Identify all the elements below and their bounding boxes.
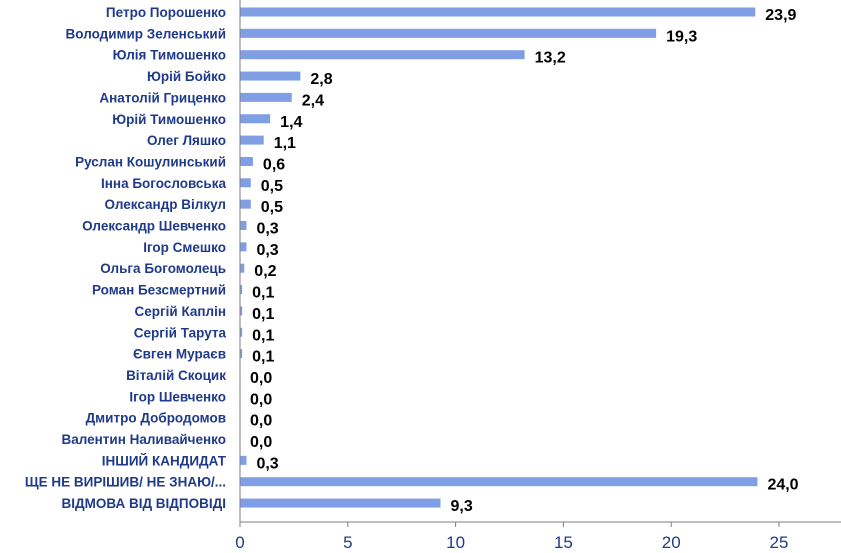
bar	[240, 71, 301, 81]
value-label: 19,3	[666, 28, 697, 45]
value-label: 1,1	[274, 135, 296, 152]
category-label: Сергій Каплін	[135, 304, 226, 319]
value-label: 0,1	[252, 285, 274, 302]
category-label: Євген Мураєв	[133, 347, 226, 362]
bar	[240, 306, 243, 316]
category-label: Олег Ляшко	[147, 133, 226, 148]
category-label: Юрій Бойко	[147, 69, 226, 84]
category-label: Дмитро Добродомов	[86, 411, 226, 426]
category-label: Юрій Тимошенко	[112, 112, 226, 127]
category-label: Олександр Шевченко	[82, 219, 226, 234]
bar	[240, 92, 292, 102]
category-label: Петро Порошенко	[106, 5, 226, 20]
bar	[240, 477, 758, 487]
x-tick-label: 15	[554, 533, 573, 552]
value-label: 2,4	[302, 92, 324, 109]
value-label: 9,3	[451, 498, 473, 515]
x-tick-label: 20	[662, 533, 681, 552]
bar	[240, 285, 243, 295]
value-label: 0,0	[250, 370, 272, 387]
category-label: Сергій Тарута	[134, 325, 227, 340]
value-label: 0,3	[256, 221, 278, 238]
value-label: 0,1	[252, 327, 274, 344]
x-tick-label: 10	[446, 533, 465, 552]
category-label: ЩЕ НЕ ВИРІШИВ/ НЕ ЗНАЮ/...	[25, 475, 226, 490]
value-label: 0,3	[256, 455, 278, 472]
bar	[240, 178, 251, 188]
value-label: 2,8	[310, 71, 332, 88]
category-label: Ігор Смешко	[143, 240, 226, 255]
category-label: Руслан Кошулинський	[75, 154, 226, 169]
value-label: 0,0	[250, 391, 272, 408]
bar	[240, 263, 245, 273]
category-label: ІНШИЙ КАНДИДАТ	[102, 453, 227, 468]
value-label: 23,9	[765, 7, 796, 24]
x-tick-label: 5	[343, 533, 352, 552]
category-label: Ігор Шевченко	[129, 389, 226, 404]
category-label: Анатолій Гриценко	[99, 90, 226, 105]
category-label: Віталій Скоцик	[126, 368, 226, 383]
category-label: Роман Безсмертний	[92, 283, 226, 298]
bar	[240, 50, 525, 60]
bar	[240, 327, 243, 337]
bar	[240, 7, 756, 17]
x-tick-label: 25	[770, 533, 789, 552]
value-label: 0,5	[261, 199, 283, 216]
bar	[240, 28, 657, 38]
value-label: 24,0	[767, 477, 798, 494]
bar	[240, 498, 441, 508]
bar	[240, 349, 243, 359]
value-label: 13,2	[535, 50, 566, 67]
category-label: Олександр Вілкул	[105, 197, 226, 212]
bar	[240, 135, 264, 145]
value-label: 0,5	[261, 178, 283, 195]
bar	[240, 199, 251, 209]
category-label: Валентин Наливайченко	[61, 432, 226, 447]
category-label: Володимир Зеленський	[66, 26, 226, 41]
category-label: ВІДМОВА ВІД ВІДПОВІДІ	[62, 496, 227, 511]
x-tick-label: 0	[235, 533, 244, 552]
value-label: 1,4	[280, 114, 302, 131]
value-label: 0,1	[252, 349, 274, 366]
value-label: 0,0	[250, 434, 272, 451]
bar	[240, 242, 247, 252]
value-label: 0,1	[252, 306, 274, 323]
category-label: Інна Богословська	[101, 176, 226, 191]
bar	[240, 156, 253, 166]
value-label: 0,3	[256, 242, 278, 259]
bar	[240, 455, 247, 465]
value-label: 0,6	[263, 156, 285, 173]
category-label: Юлія Тимошенко	[113, 48, 226, 63]
category-label: Ольга Богомолець	[100, 261, 226, 276]
value-label: 0,2	[254, 263, 276, 280]
bar	[240, 114, 271, 124]
value-label: 0,0	[250, 413, 272, 430]
bar	[240, 221, 247, 230]
